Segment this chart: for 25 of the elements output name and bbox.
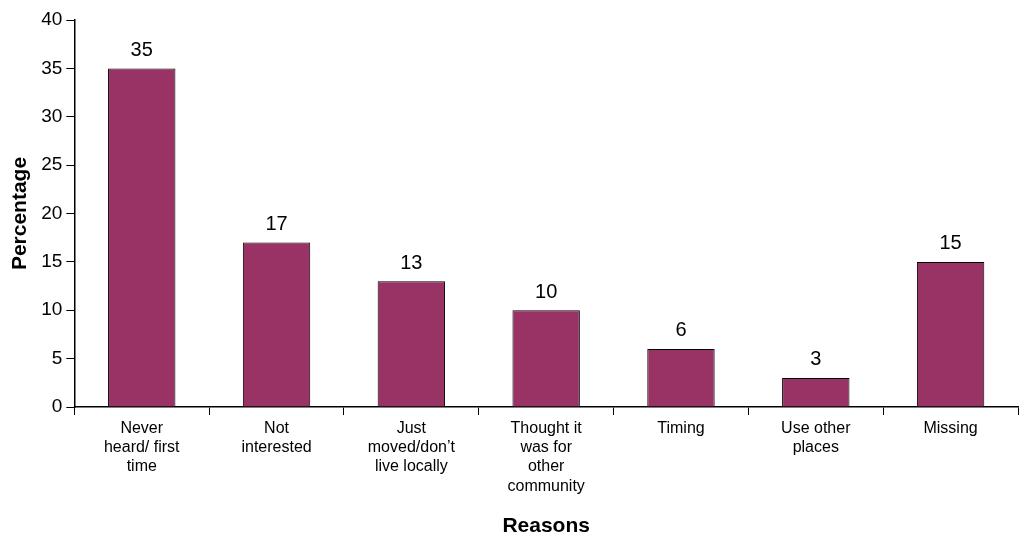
x-tick-label: Never heard/ first time	[103, 419, 181, 475]
x-tick-label: Not interested	[241, 419, 312, 456]
y-tick-label: 40	[41, 8, 63, 30]
y-tick-label: 5	[51, 346, 63, 368]
data-label: 15	[939, 231, 962, 254]
y-tick-label: 30	[41, 104, 63, 126]
data-label: 35	[130, 37, 153, 60]
data-label: 10	[535, 279, 558, 302]
data-label: 17	[265, 212, 288, 235]
y-tick-label: 20	[41, 201, 63, 223]
y-tick-label: 25	[41, 153, 63, 175]
x-tick-label: Use other places	[781, 419, 852, 456]
x-axis-title: Reasons	[502, 513, 590, 537]
x-tick-label: Missing	[923, 419, 978, 437]
y-tick-label: 15	[41, 250, 63, 272]
data-label: 6	[675, 318, 687, 341]
x-tick-label: Just moved/don’t live locally	[367, 419, 456, 475]
x-tick-label: Thought it was for other community	[507, 419, 585, 494]
y-axis-title: Percentage	[7, 156, 31, 271]
y-tick-label: 0	[51, 395, 63, 417]
data-label: 13	[400, 250, 423, 273]
x-tick-label: Timing	[657, 419, 705, 437]
data-label: 3	[810, 347, 822, 370]
y-tick-label: 10	[41, 298, 63, 320]
y-tick-label: 35	[41, 56, 63, 78]
